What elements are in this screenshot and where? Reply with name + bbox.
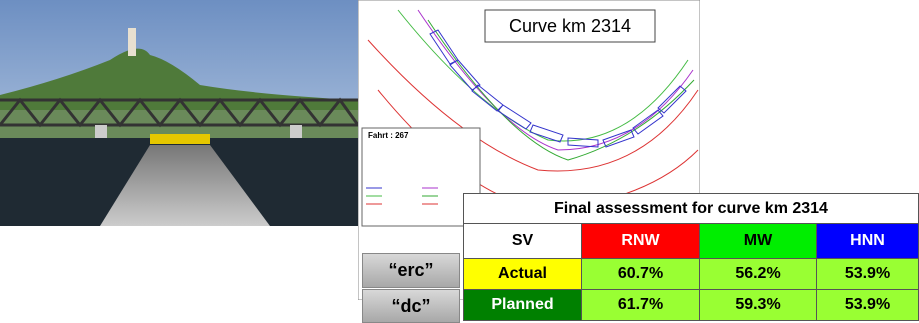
- assessment-table: Final assessment for curve km 2314 SV RN…: [463, 193, 919, 321]
- value-cell: 56.2%: [700, 259, 817, 290]
- side-label: “dc”: [362, 289, 460, 323]
- value-cell: 60.7%: [582, 259, 700, 290]
- side-label: “erc”: [362, 253, 460, 288]
- header-cell: MW: [700, 224, 817, 259]
- simulator-view: [0, 0, 358, 226]
- table-title: Final assessment for curve km 2314: [464, 194, 919, 224]
- page: Curve km 2314 Fahrt : 267 “erc” “dc” Fin…: [0, 0, 919, 321]
- header-cell: RNW: [582, 224, 700, 259]
- value-cell: 53.9%: [817, 290, 919, 321]
- plot-title: Curve km 2314: [509, 16, 631, 36]
- header-cell: SV: [464, 224, 582, 259]
- value-cell: 61.7%: [582, 290, 700, 321]
- row-label: Actual: [464, 259, 582, 290]
- header-cell: HNN: [817, 224, 919, 259]
- row-label: Planned: [464, 290, 582, 321]
- value-cell: 53.9%: [817, 259, 919, 290]
- value-cell: 59.3%: [700, 290, 817, 321]
- legend-title: Fahrt : 267: [368, 131, 409, 140]
